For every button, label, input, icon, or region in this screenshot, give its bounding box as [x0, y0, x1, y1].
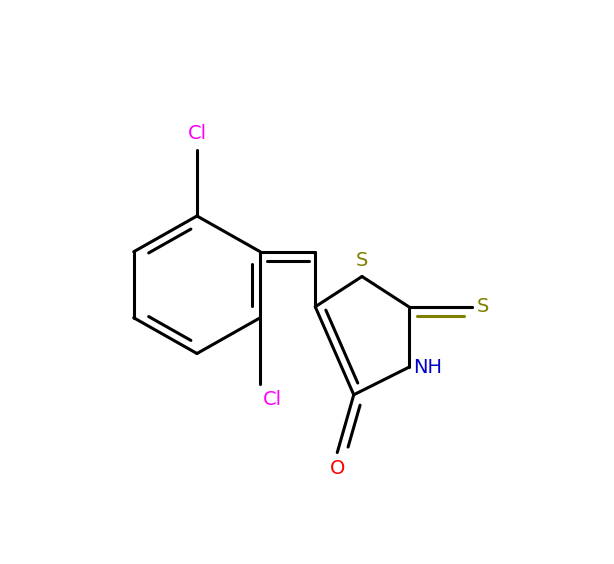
Text: Cl: Cl [263, 390, 282, 409]
Text: S: S [356, 251, 368, 270]
Text: O: O [330, 459, 345, 478]
Text: NH: NH [413, 358, 442, 377]
Text: Cl: Cl [187, 125, 206, 143]
Text: S: S [476, 297, 489, 316]
